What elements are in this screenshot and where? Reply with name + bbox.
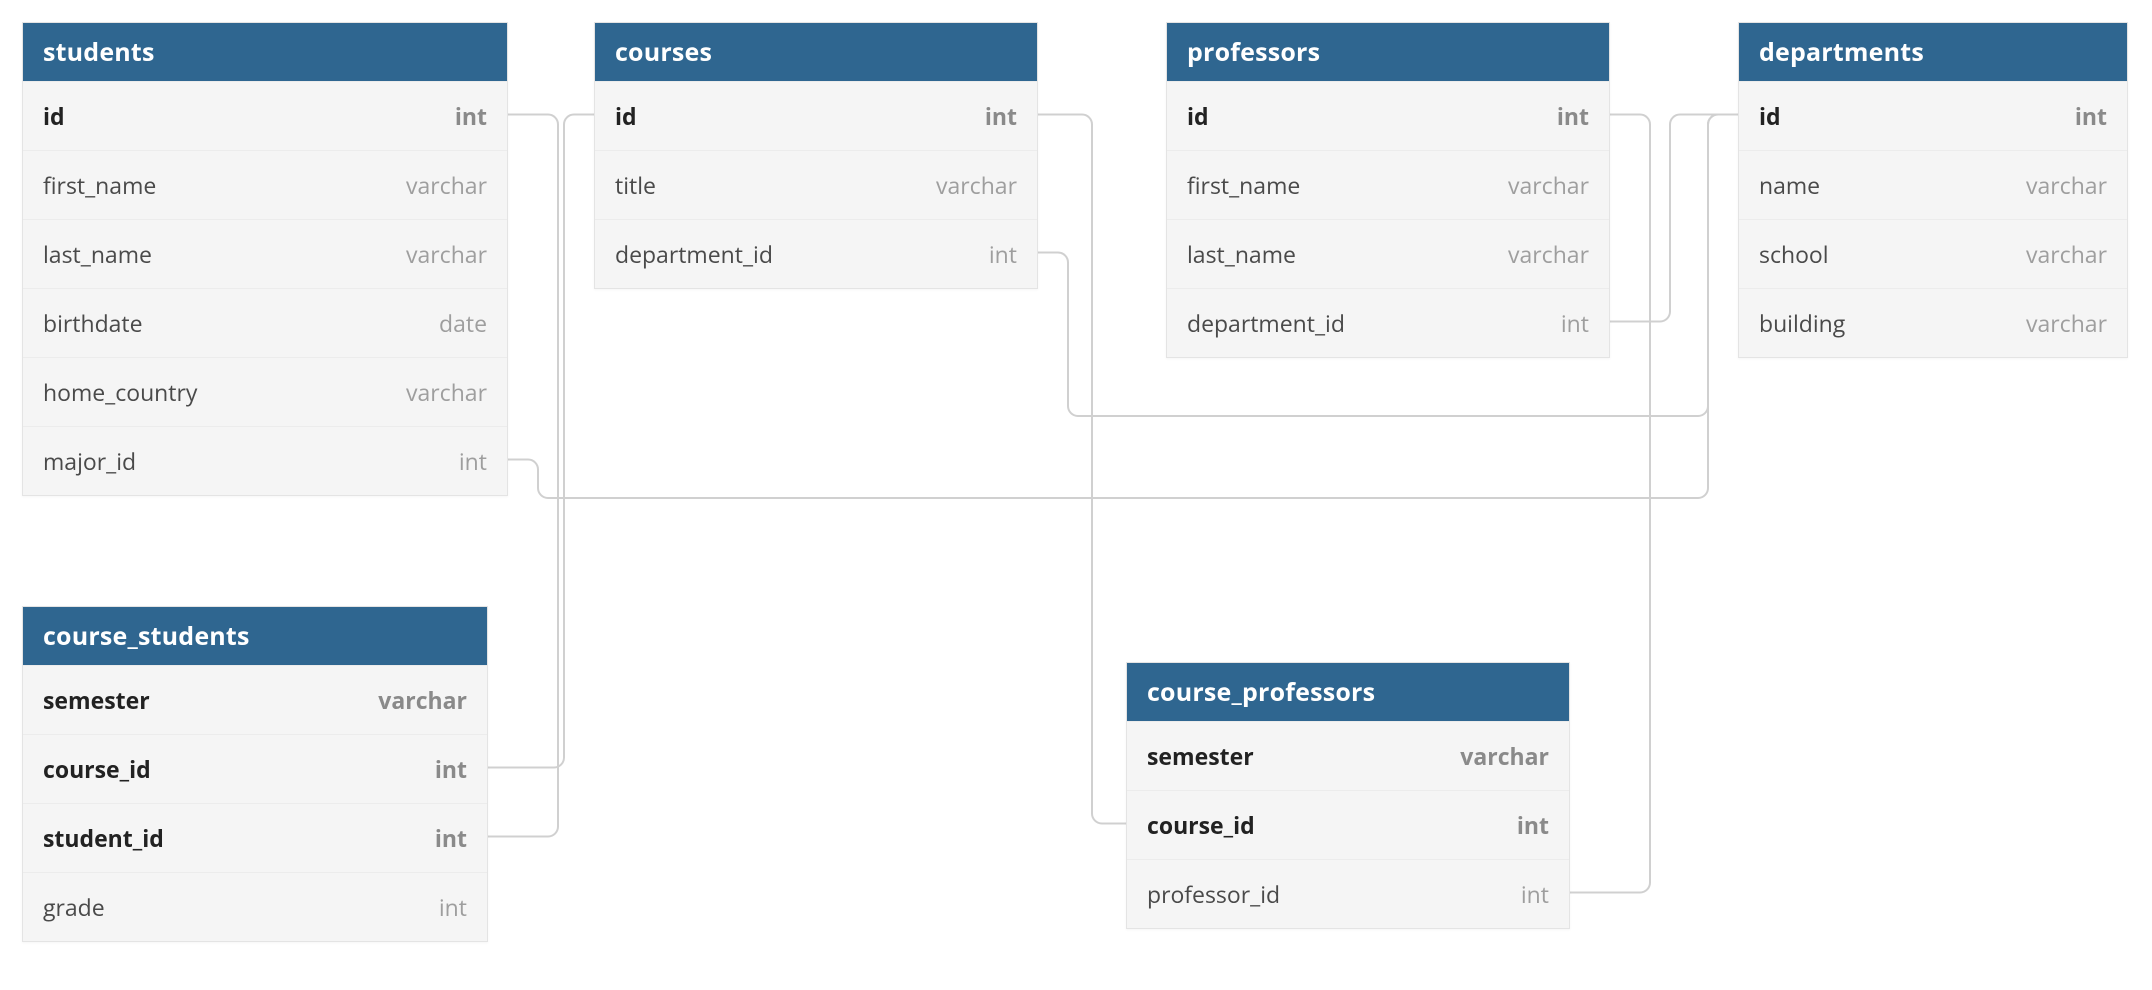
column-name: professor_id [1147,878,1280,910]
column-name: birthdate [43,307,143,339]
column-name: home_country [43,376,197,408]
column-name: grade [43,891,105,923]
table-header: course_students [23,607,487,665]
column-type: int [985,100,1017,132]
table-column-row: course_id int [1127,790,1569,859]
table-column-row: professor_id int [1127,859,1569,928]
column-name: major_id [43,445,136,477]
column-name: id [1759,100,1781,132]
table-column-row: last_name varchar [23,219,507,288]
table-column-row: building varchar [1739,288,2127,357]
column-name: course_id [43,753,151,785]
table-students: studentsidintfirst_namevarcharlast_namev… [22,22,508,496]
column-type: varchar [1508,238,1589,270]
table-name: students [43,35,155,69]
table-column-row: first_name varchar [23,150,507,219]
er-diagram-canvas: studentsidintfirst_namevarcharlast_namev… [0,0,2152,990]
column-name: id [1187,100,1209,132]
column-name: id [43,100,65,132]
column-type: varchar [406,376,487,408]
column-type: int [2075,100,2107,132]
column-type: int [459,445,487,477]
column-type: varchar [2026,307,2107,339]
table-column-row: id int [1167,81,1609,150]
column-type: varchar [2026,238,2107,270]
column-name: semester [1147,740,1254,772]
column-name: building [1759,307,1845,339]
table-header: course_professors [1127,663,1569,721]
table-column-row: name varchar [1739,150,2127,219]
table-column-row: id int [595,81,1037,150]
column-type: varchar [378,684,467,716]
table-name: departments [1759,35,1924,69]
column-name: course_id [1147,809,1255,841]
column-type: varchar [1460,740,1549,772]
column-type: int [435,822,467,854]
column-name: last_name [43,238,152,270]
column-name: department_id [615,238,773,270]
column-type: varchar [406,169,487,201]
table-column-row: major_id int [23,426,507,495]
column-type: int [1517,809,1549,841]
column-type: varchar [406,238,487,270]
table-departments: departments id int name varchar school varchar… [1738,22,2128,358]
table-column-row: department_id int [1167,288,1609,357]
relationship-connector [1610,115,1738,322]
column-name: semester [43,684,150,716]
column-name: department_id [1187,307,1345,339]
column-type: date [439,307,487,339]
table-name: course_students [43,619,250,653]
table-column-row: id int [1739,81,2127,150]
table-header: professors [1167,23,1609,81]
column-name: first_name [1187,169,1300,201]
column-name: title [615,169,656,201]
relationship-connector [1038,115,1126,824]
column-type: varchar [2026,169,2107,201]
table-column-row: grade int [23,872,487,941]
column-type: int [989,238,1017,270]
column-type: int [439,891,467,923]
table-course_professors: course_professors semester varchar course_i… [1126,662,1570,929]
column-name: school [1759,238,1829,270]
column-name: last_name [1187,238,1296,270]
table-header: students [23,23,507,81]
column-type: int [1561,307,1589,339]
table-courses: courses id int title varchar department_id int [594,22,1038,289]
table-name: courses [615,35,712,69]
table-course_students: course_studentssemestervarcharcourse_idi… [22,606,488,942]
table-column-row: id int [23,81,507,150]
column-name: name [1759,169,1820,201]
table-header: departments [1739,23,2127,81]
table-column-row: department_id int [595,219,1037,288]
table-column-row: student_id int [23,803,487,872]
table-column-row: semester varchar [23,665,487,734]
table-professors: professorsidintfirst_namevarcharlast_nam… [1166,22,1610,358]
column-type: int [1557,100,1589,132]
column-type: int [1521,878,1549,910]
table-column-row: birthdate date [23,288,507,357]
table-column-row: home_country varchar [23,357,507,426]
column-name: id [615,100,637,132]
table-column-row: semester varchar [1127,721,1569,790]
table-column-row: title varchar [595,150,1037,219]
column-name: first_name [43,169,156,201]
table-header: courses [595,23,1037,81]
table-column-row: school varchar [1739,219,2127,288]
table-column-row: course_id int [23,734,487,803]
column-type: varchar [1508,169,1589,201]
table-name: course_professors [1147,675,1375,709]
column-type: int [455,100,487,132]
column-type: varchar [936,169,1017,201]
column-name: student_id [43,822,164,854]
table-column-row: first_name varchar [1167,150,1609,219]
table-name: professors [1187,35,1320,69]
table-column-row: last_name varchar [1167,219,1609,288]
column-type: int [435,753,467,785]
